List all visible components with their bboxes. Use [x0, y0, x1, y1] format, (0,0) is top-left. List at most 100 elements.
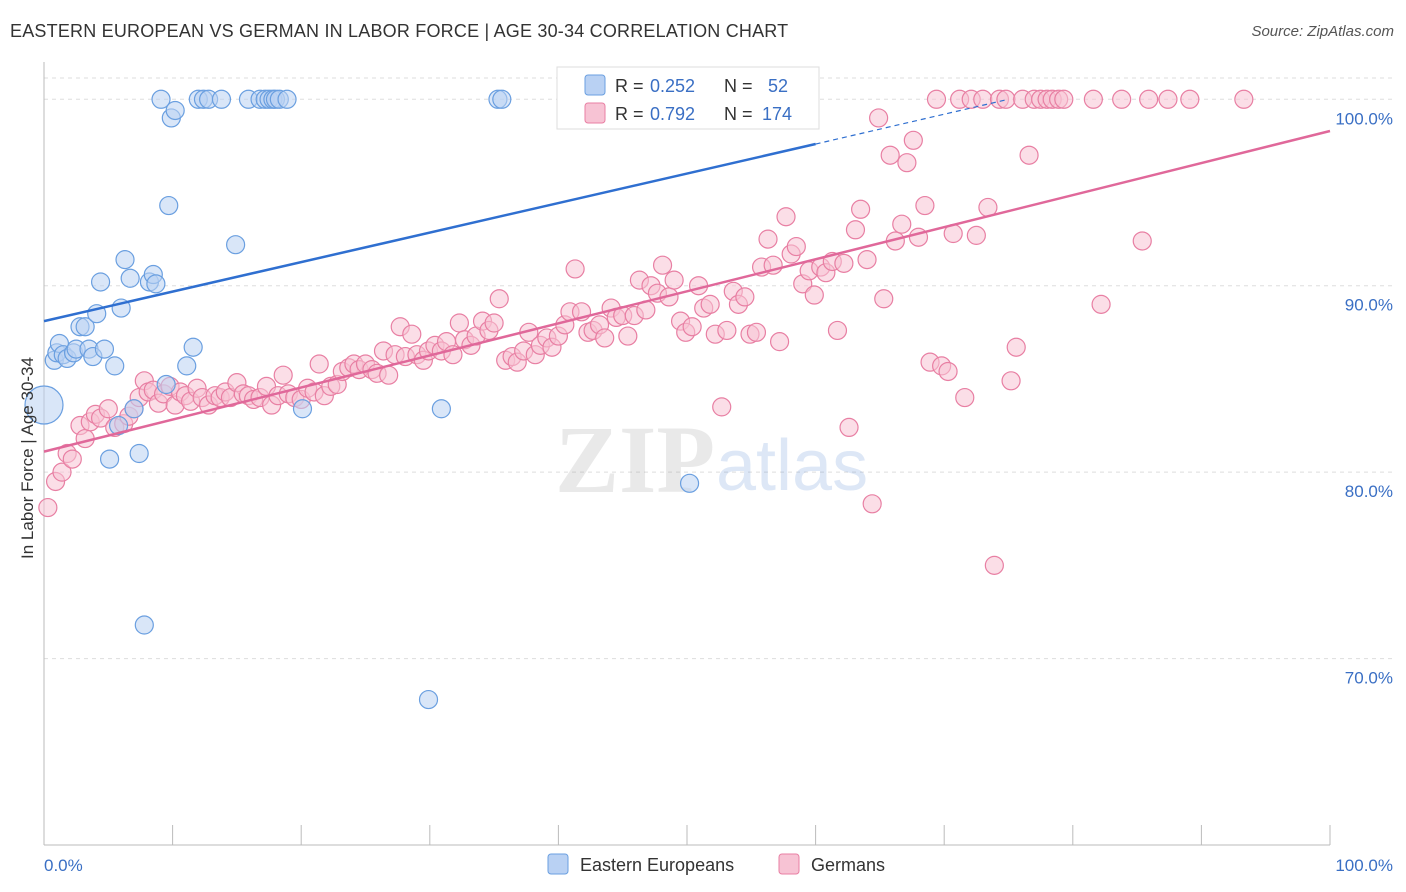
- point-germans: [834, 253, 854, 273]
- x-tick-label-100: 100.0%: [1335, 856, 1393, 875]
- point-germans: [746, 322, 767, 342]
- point-germans: [700, 294, 720, 314]
- point-eastern-europeans: [75, 317, 95, 337]
- legend-swatch-germans: [778, 853, 800, 875]
- legend-n-label-2: N =: [724, 104, 753, 124]
- trend-lines: [43, 98, 1331, 453]
- legend-label-germans: Germans: [811, 855, 885, 875]
- trend-line-eastern-europeans: [43, 142, 816, 323]
- point-germans: [682, 317, 702, 337]
- point-eastern-europeans: [146, 274, 166, 294]
- point-germans: [595, 328, 615, 348]
- point-eastern-europeans: [108, 415, 129, 436]
- watermark-atlas: atlas: [716, 426, 868, 506]
- y-axis-title: In Labor Force | Age 30-34: [18, 357, 37, 559]
- point-germans: [966, 225, 986, 245]
- point-germans: [804, 285, 824, 305]
- point-germans: [1019, 145, 1039, 165]
- point-germans: [1132, 231, 1152, 251]
- point-eastern-europeans: [129, 443, 149, 464]
- point-germans: [712, 397, 732, 417]
- legend-label-eastern-europeans: Eastern Europeans: [580, 855, 734, 875]
- point-germans: [1006, 337, 1026, 357]
- point-germans: [484, 313, 504, 333]
- legend-r-value-1: 0.252: [650, 76, 695, 96]
- x-tick-label-0: 0.0%: [44, 856, 83, 875]
- point-germans: [839, 417, 859, 437]
- point-eastern-europeans: [492, 89, 512, 109]
- point-germans: [273, 365, 293, 385]
- point-eastern-europeans: [151, 89, 171, 109]
- point-eastern-europeans: [105, 356, 125, 376]
- point-germans: [869, 108, 889, 128]
- legend-n-value-1: 52: [768, 76, 788, 96]
- point-germans: [938, 361, 958, 382]
- point-germans: [664, 270, 684, 290]
- legend-n-label-1: N =: [724, 76, 753, 96]
- point-germans: [984, 555, 1004, 575]
- point-germans: [1234, 89, 1254, 109]
- trend-line-germans: [43, 129, 1331, 453]
- y-tick-label-80: 80.0%: [1345, 482, 1393, 501]
- point-eastern-europeans: [418, 689, 439, 710]
- point-eastern-europeans: [24, 385, 64, 425]
- point-germans: [851, 199, 871, 219]
- point-germans: [1091, 294, 1111, 314]
- point-germans: [717, 320, 737, 341]
- point-germans: [98, 399, 118, 419]
- point-germans: [769, 332, 790, 352]
- point-germans: [955, 387, 975, 408]
- point-germans: [862, 494, 882, 514]
- point-germans: [926, 89, 947, 109]
- legend-swatch-blue: [584, 74, 606, 96]
- point-germans: [1139, 89, 1159, 109]
- point-eastern-europeans: [211, 89, 232, 109]
- point-eastern-europeans: [124, 399, 144, 419]
- y-tick-label-90: 90.0%: [1345, 296, 1393, 315]
- point-germans: [880, 145, 900, 165]
- watermark: ZIP atlas: [555, 406, 868, 513]
- chart-title: EASTERN EUROPEAN VS GERMAN IN LABOR FORC…: [10, 21, 789, 41]
- point-eastern-europeans: [99, 449, 120, 469]
- axes: [43, 62, 1331, 846]
- point-germans: [1001, 371, 1021, 391]
- point-germans: [1158, 89, 1178, 109]
- legend-r-value-2: 0.792: [650, 104, 695, 124]
- point-eastern-europeans: [115, 250, 135, 270]
- point-eastern-europeans: [226, 235, 246, 255]
- legend-n-value-2: 174: [762, 104, 792, 124]
- point-germans: [62, 449, 82, 469]
- x-tick-labels: 0.0% 100.0%: [44, 856, 1393, 875]
- point-eastern-europeans: [94, 339, 115, 359]
- point-germans: [38, 497, 58, 518]
- point-germans: [1180, 89, 1200, 109]
- point-germans: [857, 250, 877, 270]
- point-eastern-europeans: [156, 374, 176, 395]
- point-eastern-europeans: [431, 399, 451, 419]
- source-credit: Source: ZipAtlas.com: [1251, 23, 1394, 40]
- point-germans: [309, 354, 329, 374]
- point-eastern-europeans: [165, 100, 185, 121]
- point-germans: [776, 207, 796, 227]
- point-germans: [565, 259, 585, 279]
- legend-swatch-eastern-europeans: [547, 853, 569, 875]
- point-eastern-europeans: [90, 272, 111, 292]
- point-germans: [618, 326, 638, 346]
- point-eastern-europeans: [177, 356, 197, 376]
- point-germans: [402, 324, 422, 344]
- point-germans: [652, 255, 673, 275]
- point-eastern-europeans: [292, 399, 313, 419]
- point-germans: [52, 462, 72, 482]
- point-eastern-europeans: [134, 615, 154, 635]
- trend-line-eastern-europeans-extension: [815, 98, 1009, 145]
- point-germans: [874, 289, 894, 309]
- point-germans: [1083, 89, 1103, 109]
- series-legend: Eastern Europeans Germans: [547, 853, 885, 875]
- legend-r-label-1: R =: [615, 76, 644, 96]
- point-germans: [786, 236, 806, 257]
- y-tick-label-100: 100.0%: [1335, 109, 1393, 128]
- point-germans: [449, 313, 469, 333]
- point-germans: [379, 365, 399, 385]
- point-eastern-europeans: [120, 268, 140, 288]
